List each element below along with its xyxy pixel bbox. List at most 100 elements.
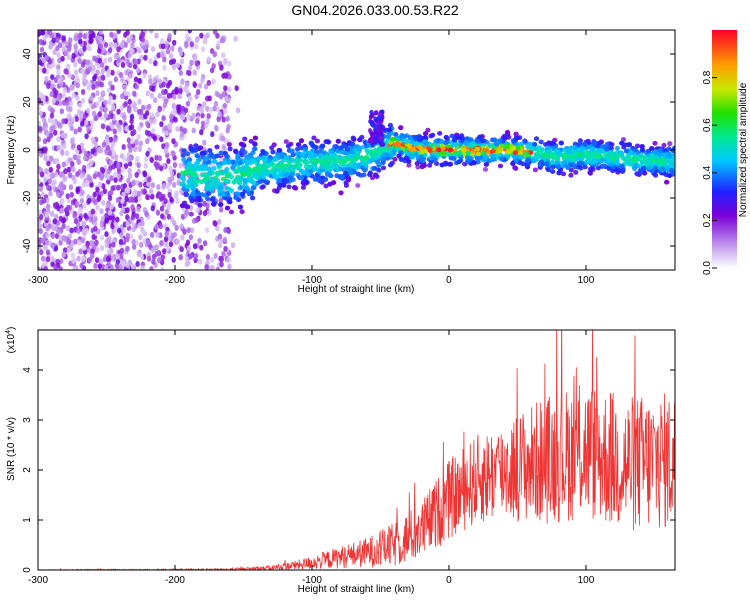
signal-pixel xyxy=(572,145,578,150)
noise-pixel xyxy=(80,61,86,68)
noise-pixel xyxy=(130,263,136,270)
noise-pixel xyxy=(173,193,179,199)
signal-pixel xyxy=(188,211,194,217)
signal-pixel xyxy=(413,152,419,158)
noise-pixel xyxy=(140,220,145,227)
signal-pixel xyxy=(323,183,329,189)
noise-pixel xyxy=(108,41,114,48)
noise-pixel xyxy=(195,207,200,214)
signal-pixel xyxy=(391,149,397,155)
noise-pixel xyxy=(105,138,110,145)
noise-pixel xyxy=(136,67,141,74)
signal-pixel xyxy=(585,144,592,150)
signal-pixel xyxy=(246,156,252,161)
noise-pixel xyxy=(113,177,118,183)
noise-pixel xyxy=(125,207,130,214)
noise-pixel xyxy=(188,234,194,241)
noise-pixel xyxy=(211,63,216,69)
noise-pixel xyxy=(56,64,61,71)
noise-pixel xyxy=(51,119,56,126)
signal-pixel xyxy=(328,173,334,179)
signal-pixel xyxy=(348,154,354,160)
noise-pixel xyxy=(216,40,221,47)
signal-pixel xyxy=(601,163,607,169)
signal-pixel xyxy=(398,135,404,141)
noise-pixel xyxy=(139,254,144,260)
x-tick-label: -200 xyxy=(165,275,185,286)
noise-pixel xyxy=(125,58,130,65)
noise-pixel xyxy=(96,35,101,41)
noise-pixel xyxy=(210,256,215,263)
noise-pixel xyxy=(130,138,135,145)
noise-pixel xyxy=(61,251,66,258)
noise-pixel xyxy=(123,31,128,38)
signal-pixel xyxy=(250,180,257,185)
noise-pixel xyxy=(167,33,172,39)
noise-pixel xyxy=(128,72,133,79)
noise-pixel xyxy=(127,167,132,174)
noise-pixel xyxy=(143,54,148,61)
noise-pixel xyxy=(115,197,121,203)
noise-pixel xyxy=(71,257,76,264)
signal-pixel xyxy=(592,141,598,147)
signal-pixel xyxy=(669,161,675,166)
noise-pixel xyxy=(93,115,98,122)
signal-pixel xyxy=(277,182,283,188)
noise-pixel xyxy=(56,163,61,170)
signal-pixel xyxy=(355,171,361,177)
signal-pixel xyxy=(545,145,551,151)
noise-pixel xyxy=(204,264,209,270)
signal-pixel xyxy=(314,138,320,144)
colorbar-tick-label: 0.6 xyxy=(702,118,713,132)
signal-pixel xyxy=(550,164,556,170)
signal-pixel xyxy=(345,177,352,183)
noise-pixel xyxy=(97,111,103,118)
signal-pixel xyxy=(475,139,481,144)
noise-pixel xyxy=(121,144,126,150)
noise-pixel xyxy=(178,50,184,57)
noise-pixel xyxy=(55,45,60,52)
noise-pixel xyxy=(155,111,160,118)
noise-pixel xyxy=(116,161,121,168)
noise-pixel xyxy=(136,162,141,169)
signal-pixel xyxy=(233,148,239,154)
signal-pixel xyxy=(260,155,267,161)
noise-pixel xyxy=(81,256,86,262)
noise-pixel xyxy=(205,105,210,112)
signal-pixel xyxy=(234,168,240,174)
noise-pixel xyxy=(73,218,79,225)
signal-pixel xyxy=(398,157,404,162)
signal-pixel xyxy=(300,185,306,190)
noise-pixel xyxy=(73,238,78,245)
noise-pixel xyxy=(205,118,210,125)
noise-pixel xyxy=(151,86,156,92)
signal-pixel xyxy=(661,142,667,148)
noise-pixel xyxy=(65,193,70,200)
noise-pixel xyxy=(91,84,96,90)
noise-pixel xyxy=(157,155,162,162)
noise-pixel xyxy=(104,217,109,224)
noise-pixel xyxy=(62,175,68,182)
noise-pixel xyxy=(83,212,88,219)
noise-pixel xyxy=(93,225,98,232)
x-tick-label: -300 xyxy=(28,575,48,586)
noise-pixel xyxy=(215,266,220,270)
x-tick-label: 0 xyxy=(446,275,452,286)
noise-pixel xyxy=(93,263,98,269)
noise-pixel xyxy=(107,195,113,201)
signal-pixel xyxy=(522,138,528,144)
signal-pixel xyxy=(429,143,435,149)
noise-pixel xyxy=(43,123,49,129)
signal-pixel xyxy=(418,150,425,156)
noise-pixel xyxy=(127,98,132,105)
signal-pixel xyxy=(186,179,192,185)
noise-pixel xyxy=(159,205,165,212)
noise-pixel xyxy=(148,188,154,195)
y-tick-label: 20 xyxy=(22,96,33,108)
signal-pixel xyxy=(192,171,198,177)
noise-pixel xyxy=(73,61,78,68)
noise-pixel xyxy=(173,116,178,123)
signal-pixel xyxy=(483,162,489,167)
noise-pixel xyxy=(99,166,105,173)
noise-pixel xyxy=(155,209,161,216)
